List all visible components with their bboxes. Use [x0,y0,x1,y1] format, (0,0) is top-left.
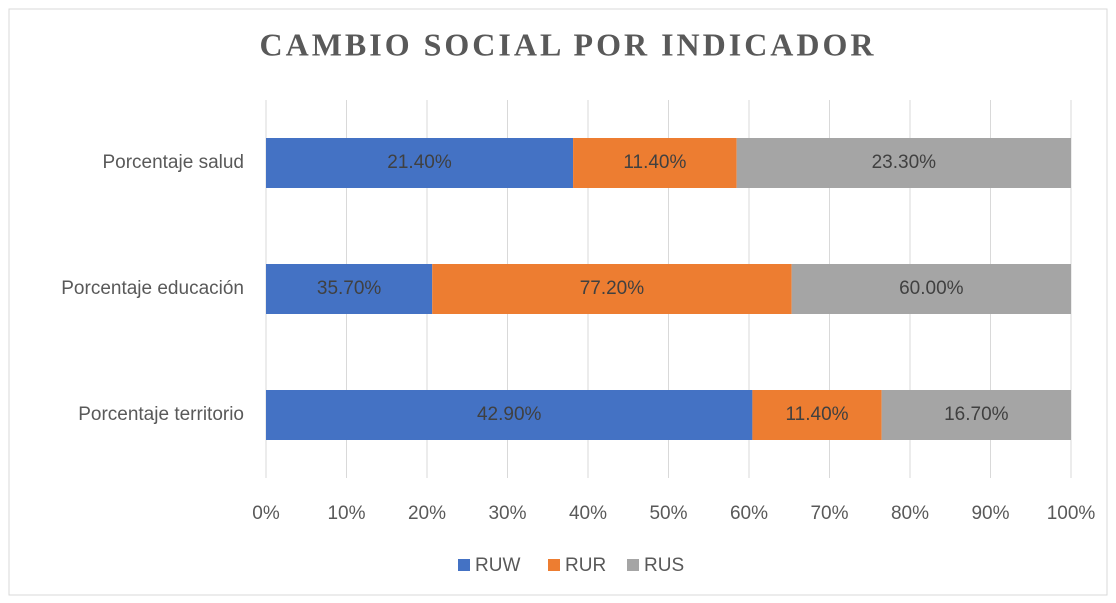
data-label: 42.90% [477,404,542,425]
bar-segment [266,264,433,314]
legend-label: RUS [644,555,684,576]
chart-title: CAMBIO SOCIAL POR INDICADOR [259,26,876,62]
legend-label: RUW [475,555,520,576]
x-tick-label: 60% [730,503,768,524]
legend-swatch [627,559,639,571]
data-label: 60.00% [899,278,964,299]
data-label: 11.40% [786,404,849,425]
legend-swatch [548,559,560,571]
x-tick-label: 90% [971,503,1009,524]
x-tick-label: 80% [891,503,929,524]
x-tick-label: 20% [408,503,446,524]
bar-segment [266,390,753,440]
data-label: 35.70% [317,278,382,299]
x-tick-label: 30% [488,503,526,524]
data-label: 11.40% [623,152,686,173]
bar-segment [791,264,1071,314]
x-tick-label: 100% [1047,503,1096,524]
y-tick-label: Porcentaje educación [61,278,244,299]
data-label: 23.30% [872,152,937,173]
bar-segment [266,138,574,188]
bar-segment [573,138,737,188]
y-tick-label: Porcentaje salud [102,152,244,173]
x-tick-label: 0% [252,503,280,524]
bar-segment [881,390,1071,440]
x-tick-label: 70% [810,503,848,524]
data-label: 16.70% [944,404,1009,425]
y-tick-label: Porcentaje territorio [78,404,244,425]
bar-segment [432,264,792,314]
bar-segment [752,390,882,440]
bar-segment [736,138,1071,188]
legend-swatch [458,559,470,571]
x-tick-label: 10% [327,503,365,524]
data-label: 77.20% [580,278,645,299]
data-label: 21.40% [387,152,452,173]
legend-label: RUR [565,555,606,576]
x-tick-label: 40% [569,503,607,524]
x-tick-label: 50% [649,503,687,524]
